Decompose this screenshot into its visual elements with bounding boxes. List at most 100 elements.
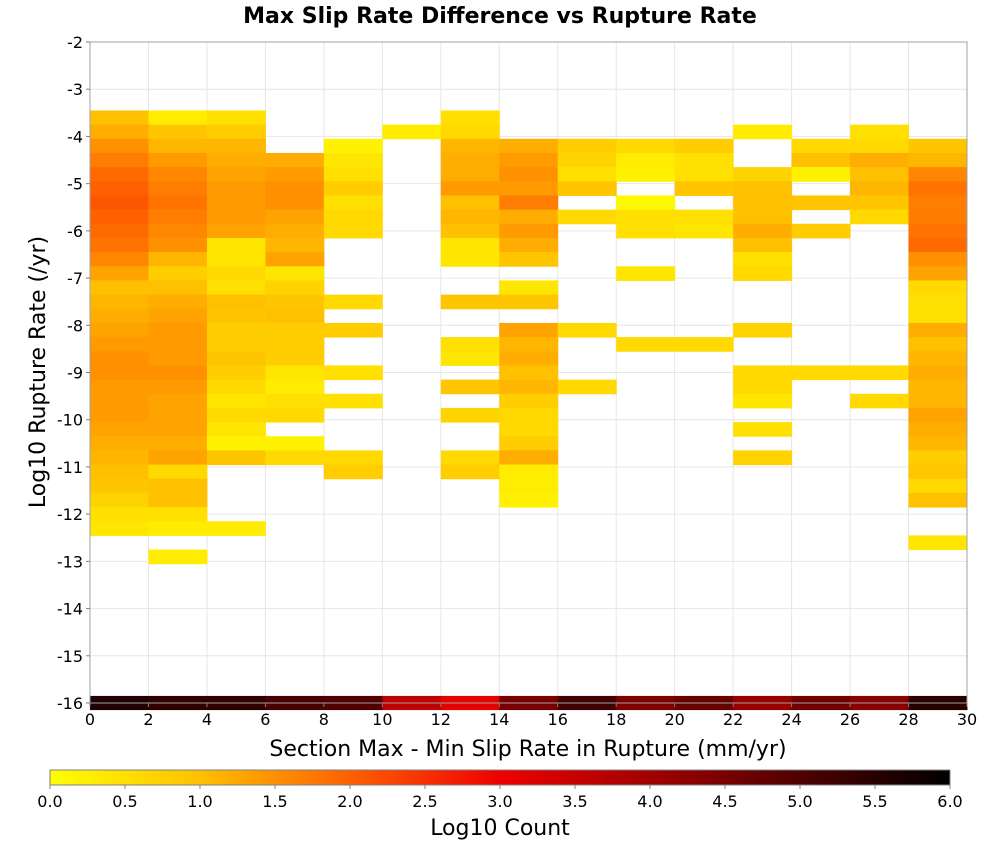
heatmap-cell [499,209,559,225]
heatmap-cell [908,379,968,395]
heatmap-cell [499,167,559,182]
heatmap-cell [90,252,149,267]
heatmap-cell [791,138,851,154]
heatmap-cell [265,379,325,395]
heatmap-cell [323,223,383,239]
heatmap-cell [850,209,910,225]
heatmap-cell [440,379,500,395]
x-tick-label: 8 [319,710,329,729]
heatmap-cell [850,393,910,409]
heatmap-cell [265,450,325,466]
heatmap-cell [440,195,500,211]
heatmap-cell [616,266,676,281]
heatmap-cell [206,223,266,239]
y-tick-label: -8 [67,316,83,335]
colorbar-tick-label: 5.5 [862,792,887,811]
heatmap-cell [90,280,149,296]
x-axis-label: Section Max - Min Slip Rate in Rupture (… [269,737,786,762]
heatmap-cell [148,237,208,253]
heatmap-cell [908,351,968,366]
heatmap-cell [90,365,149,381]
heatmap-cell [90,521,149,536]
heatmap-cell [499,138,559,154]
heatmap-cell [148,223,208,239]
heatmap-cell [90,492,149,508]
x-tick-label: 4 [202,710,212,729]
heatmap-cell [265,407,325,423]
heatmap-cell [908,322,968,338]
heatmap-cell [908,209,968,225]
heatmap-cell [206,138,266,154]
heatmap-cell [90,379,149,395]
heatmap-cell [908,478,968,494]
heatmap-cell [733,393,793,409]
heatmap-cell [791,223,851,239]
heatmap-cell [733,379,793,395]
heatmap-cell [265,322,325,338]
heatmap-cell [616,337,676,352]
heatmap-cell [499,294,559,310]
heatmap-cell [908,167,968,182]
colorbar-tick-label: 0.0 [37,792,62,811]
heatmap-cell [440,464,500,480]
heatmap-cell [90,308,149,324]
heatmap-cell [908,252,968,267]
heatmap-cell [908,308,968,324]
x-tick-label: 24 [781,710,801,729]
heatmap-cell [908,280,968,296]
heatmap-cell [148,436,208,451]
y-tick-label: -16 [57,694,83,713]
heatmap-cell [499,223,559,239]
heatmap-cell [908,422,968,437]
heatmap-cell [733,195,793,211]
heatmap-cell [908,393,968,409]
heatmap-cell [499,492,559,508]
heatmap-cell [206,379,266,395]
heatmap-cell [440,223,500,239]
heatmap-cell [850,181,910,196]
y-tick-label: -10 [57,411,83,430]
heatmap-cell [674,152,734,168]
heatmap-cell [440,407,500,423]
heatmap-cell [206,167,266,182]
heatmap-cell [265,223,325,239]
x-tick-label: 2 [143,710,153,729]
heatmap-cell [850,365,910,381]
heatmap-cell [908,223,968,239]
colorbar-tick-label: 5.0 [787,792,812,811]
heatmap-cell [908,492,968,508]
heatmap-cell [616,138,676,154]
colorbar-label: Log10 Count [430,816,570,841]
x-axis-ticks: 0 2 4 6 8 10 12 14 16 18 20 22 24 26 28 30 [85,703,977,729]
heatmap-cell [90,337,149,352]
heatmap-cell [90,478,149,494]
y-axis-ticks: -2 -3 -4 -5 -6 -7 -8 -9 -10 -11 -12 -13 -14 -15 -16 [57,33,90,713]
heatmap-cell [557,167,617,182]
y-tick-label: -2 [67,33,83,52]
y-tick-label: -5 [67,175,83,194]
heatmap-cell [323,450,383,466]
heatmap-cell [908,181,968,196]
heatmap-cell [908,152,968,168]
heatmap-cell [908,535,968,551]
y-tick-label: -4 [67,127,83,146]
heatmap-cell [206,266,266,281]
heatmap-cell [616,195,676,211]
heatmap-cell [733,167,793,182]
heatmap-cell [206,280,266,296]
colorbar-tick-label: 3.0 [487,792,512,811]
heatmap-cell [791,195,851,211]
colorbar-tick-label: 4.5 [712,792,737,811]
heatmap-cell [148,209,208,225]
heatmap-cell [791,152,851,168]
heatmap-cell [206,422,266,437]
heatmap-cell [206,322,266,338]
heatmap-cell [206,521,266,536]
heatmap-cell [148,322,208,338]
heatmap-cell [148,492,208,508]
heatmap-cell [90,393,149,409]
heatmap-cell [499,393,559,409]
x-tick-label: 22 [723,710,743,729]
heatmap-cell [733,422,793,437]
heatmap-cell [265,393,325,409]
